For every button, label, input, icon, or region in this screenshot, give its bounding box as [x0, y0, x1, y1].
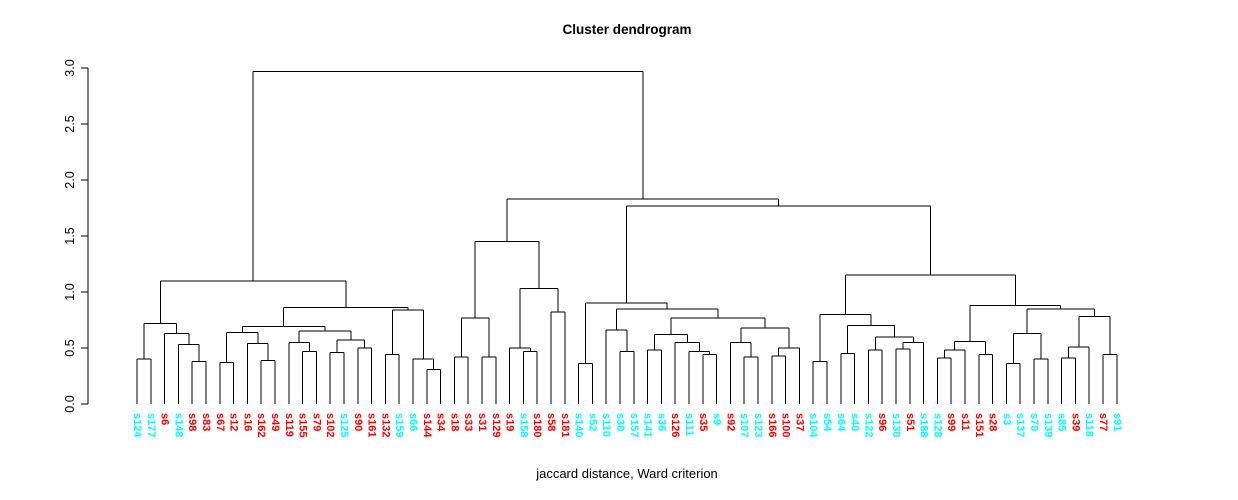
leaf-label: s12	[228, 413, 240, 431]
leaf-label: s91	[1111, 413, 1123, 431]
leaf-label: s123	[752, 413, 764, 437]
dendrogram-lines	[136, 70, 1118, 404]
leaf-labels: s124 s177 s6 s148 s98 s83 s67 s12 s16 s162 s49 s119…	[131, 413, 1123, 438]
leaf-label: s58	[545, 413, 557, 431]
leaf-label: s77	[1097, 413, 1109, 431]
y-tick-label: 2.0	[63, 171, 77, 188]
leaf-label: s96	[876, 413, 888, 431]
leaf-label: s90	[352, 413, 364, 431]
leaf-label: s31	[476, 413, 488, 431]
leaf-label: s157	[628, 413, 640, 437]
leaf-label: s99	[945, 413, 957, 431]
leaf-label: s124	[131, 413, 143, 438]
leaf-label: s119	[283, 413, 295, 437]
y-tick-label: 2.5	[63, 115, 77, 132]
leaf-label: s18	[448, 413, 460, 431]
leaf-label: s39	[1069, 413, 1081, 431]
leaf-label: s137	[1014, 413, 1026, 437]
leaf-label: s98	[186, 413, 198, 431]
leaf-label: s70	[1028, 413, 1040, 431]
leaf-label: s30	[614, 413, 626, 431]
chart-title: Cluster dendrogram	[562, 22, 692, 37]
leaf-label: s118	[1083, 413, 1095, 437]
leaf-label: s129	[490, 413, 502, 437]
leaf-label: s33	[462, 413, 474, 431]
leaf-label: s132	[379, 413, 391, 437]
y-tick-label: 1.5	[63, 227, 77, 244]
leaf-label: s180	[531, 413, 543, 437]
leaf-label: s9	[711, 413, 723, 425]
leaf-label: s144	[421, 413, 433, 438]
leaf-label: s64	[835, 413, 847, 432]
leaf-label: s128	[931, 413, 943, 437]
leaf-label: s141	[642, 413, 654, 437]
leaf-label: s122	[862, 413, 874, 437]
leaf-label: s181	[559, 413, 571, 437]
leaf-label: s66	[407, 413, 419, 431]
y-tick-label: 0.5	[63, 339, 77, 356]
y-tick-label: 0.0	[63, 395, 77, 412]
leaf-label: s16	[241, 413, 253, 431]
leaf-label: s19	[504, 413, 516, 431]
leaf-label: s6	[159, 413, 171, 425]
leaf-label: s166	[766, 413, 778, 437]
leaf-label: s85	[1056, 413, 1068, 431]
leaf-label: s126	[669, 413, 681, 437]
leaf-label: s54	[821, 413, 833, 432]
leaf-label: s37	[793, 413, 805, 431]
leaf-label: s49	[269, 413, 281, 431]
leaf-label: s35	[697, 413, 709, 431]
leaf-label: s67	[214, 413, 226, 431]
leaf-label: s28	[987, 413, 999, 431]
leaf-label: s100	[780, 413, 792, 437]
leaf-label: s130	[890, 413, 902, 437]
leaf-label: s51	[904, 413, 916, 431]
leaf-label: s34	[435, 413, 447, 432]
y-tick-label: 3.0	[63, 59, 77, 76]
leaf-label: s188	[918, 413, 930, 437]
y-axis: 0.0 0.5 1.0 1.5 2.0 2.5 3.0	[63, 59, 89, 413]
leaf-label: s104	[807, 413, 819, 438]
x-axis-caption: jaccard distance, Ward criterion	[536, 466, 718, 481]
leaf-label: s125	[338, 413, 350, 437]
leaf-label: s36	[655, 413, 667, 431]
leaf-label: s140	[573, 413, 585, 437]
leaf-label: s79	[310, 413, 322, 431]
leaf-label: s3	[1000, 413, 1012, 425]
leaf-label: s139	[1042, 413, 1054, 437]
leaf-label: s52	[586, 413, 598, 431]
leaf-label: s162	[255, 413, 267, 437]
leaf-label: s161	[366, 413, 378, 437]
leaf-label: s155	[297, 413, 309, 437]
leaf-label: s177	[145, 413, 157, 437]
leaf-label: s111	[683, 413, 695, 436]
leaf-label: s148	[172, 413, 184, 437]
leaf-label: s151	[973, 413, 985, 437]
leaf-label: s110	[600, 413, 612, 437]
leaf-label: s40	[849, 413, 861, 431]
leaf-label: s92	[724, 413, 736, 431]
leaf-label: s83	[200, 413, 212, 431]
leaf-label: s11	[959, 413, 971, 431]
leaf-label: s102	[324, 413, 336, 437]
leaf-label: s107	[738, 413, 750, 437]
y-tick-label: 1.0	[63, 283, 77, 300]
leaf-label: s159	[393, 413, 405, 437]
leaf-label: s158	[517, 413, 529, 437]
